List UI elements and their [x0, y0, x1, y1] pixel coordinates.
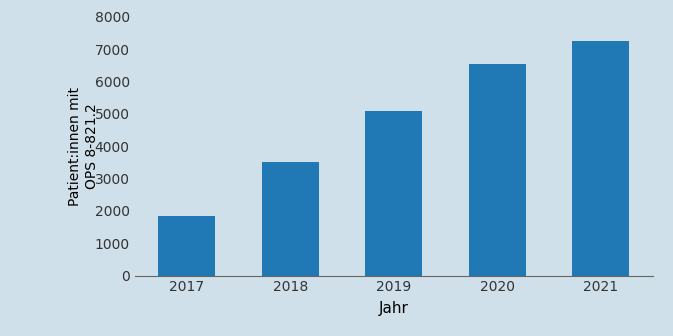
Bar: [262, 162, 318, 276]
Bar: [365, 111, 422, 276]
Y-axis label: Patient:innen mit
OPS 8-821.2: Patient:innen mit OPS 8-821.2: [69, 87, 99, 206]
Bar: [572, 41, 629, 276]
Bar: [158, 216, 215, 276]
Bar: [469, 64, 526, 276]
X-axis label: Jahr: Jahr: [379, 301, 409, 316]
